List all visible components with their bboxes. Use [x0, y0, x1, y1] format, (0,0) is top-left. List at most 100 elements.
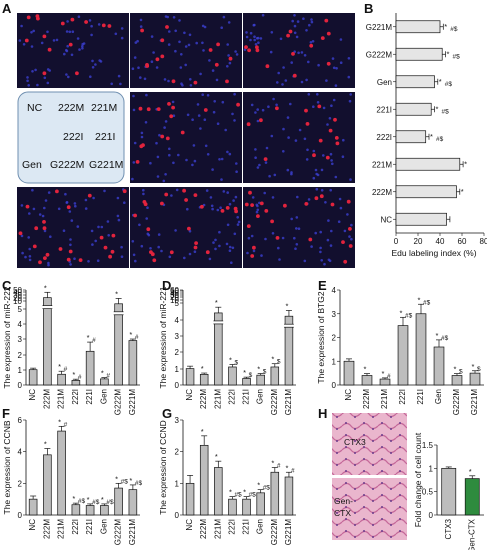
edu-dot [68, 249, 73, 254]
edu-dot [304, 108, 308, 113]
nucleus-dot [90, 33, 93, 37]
nucleus-dot [261, 108, 265, 112]
nucleus-dot [164, 120, 168, 123]
nucleus-dot [152, 51, 155, 54]
nucleus-dot [77, 15, 81, 18]
y-tick-label: 1 [332, 357, 337, 366]
nucleus-dot [28, 212, 31, 215]
nucleus-dot [252, 23, 256, 27]
edu-dot [42, 71, 47, 76]
nucleus-dot [70, 53, 74, 57]
significance-marks: #$ [450, 26, 458, 33]
edu-dot [140, 28, 145, 33]
nucleus-dot [168, 153, 171, 157]
edu-dot [58, 247, 63, 251]
category-label: NC [185, 519, 194, 531]
y-tick-label: 50 [13, 286, 22, 295]
nucleus-dot [212, 241, 215, 244]
nucleus-dot [310, 245, 313, 248]
nucleus-dot [34, 68, 37, 72]
y-tick-label: 4 [18, 448, 23, 457]
nucleus-dot [346, 213, 349, 216]
nucleus-dot [100, 225, 104, 229]
category-label: Gen [256, 389, 265, 404]
nucleus-dot [213, 100, 216, 103]
nucleus-dot [250, 234, 254, 238]
category-label: Gen [377, 78, 392, 87]
key-222i: 222I [63, 131, 83, 143]
nucleus-dot [215, 78, 219, 82]
nucleus-dot [319, 250, 322, 254]
histology-label-ctx3: CTX3 [344, 437, 366, 447]
nucleus-dot [22, 43, 26, 46]
nucleus-dot [27, 84, 31, 87]
nucleus-dot [231, 112, 234, 116]
edu-dot [66, 205, 71, 210]
nucleus-dot [199, 127, 202, 130]
nucleus-dot [163, 78, 167, 81]
nucleus-dot [133, 141, 137, 145]
nucleus-dot [183, 31, 186, 35]
y-tick-label: 20 [13, 294, 22, 303]
significance-star: * [469, 467, 472, 476]
nucleus-dot [226, 65, 229, 68]
category-label: G221M [128, 519, 137, 546]
edu-dot [292, 73, 297, 78]
nucleus-dot [307, 198, 311, 201]
bar [379, 378, 391, 386]
nucleus-dot [62, 229, 66, 232]
significance-star: * [72, 494, 75, 503]
category-label: 221M [57, 519, 66, 539]
category-label: Gen [99, 519, 108, 534]
nucleus-dot [216, 122, 220, 125]
nucleus-dot [314, 168, 318, 172]
nucleus-dot [343, 229, 347, 233]
edu-dot [256, 214, 260, 219]
significance-star: * [257, 365, 260, 374]
nucleus-dot [308, 23, 311, 27]
bar [451, 375, 463, 386]
edu-dot [259, 201, 264, 206]
nucleus-dot [270, 31, 274, 34]
axis-break-gap [113, 311, 124, 315]
bar [128, 340, 138, 386]
y-tick-label: 0 [18, 381, 23, 390]
nucleus-dot [253, 35, 256, 38]
nucleus-dot [320, 189, 324, 192]
nucleus-dot [146, 206, 149, 209]
significance-marks: #$ [442, 108, 450, 115]
nucleus-dot [221, 100, 225, 104]
nucleus-dot [305, 29, 308, 32]
edu-dot [314, 196, 319, 201]
significance-star: * [271, 459, 274, 468]
nucleus-dot [271, 196, 275, 199]
edu-dot [18, 231, 23, 236]
nucleus-dot [179, 66, 183, 69]
nucleus-dot [168, 30, 171, 33]
edu-dot [68, 42, 73, 47]
edu-dot [348, 244, 353, 248]
bar [395, 185, 457, 199]
edu-dot [208, 48, 213, 52]
bar [397, 325, 409, 386]
edu-dot [259, 118, 263, 123]
edu-dot [78, 258, 83, 262]
nucleus-dot [325, 79, 328, 82]
nucleus-dot [323, 262, 326, 266]
nucleus-dot [277, 246, 280, 250]
y-tick-label: 6 [18, 416, 23, 425]
edu-dot [184, 198, 189, 202]
edu-dot [200, 204, 204, 209]
nucleus-dot [296, 20, 300, 23]
x-tick-label: 80 [480, 237, 487, 246]
y-axis-label: The expression of CCND [158, 420, 168, 514]
bar [395, 102, 432, 116]
nucleus-dot [174, 29, 177, 33]
nucleus-dot [144, 121, 148, 124]
nucleus-dot [140, 244, 144, 248]
nucleus-dot [295, 216, 299, 219]
nucleus-dot [81, 47, 84, 50]
significance-marks: # [387, 373, 391, 380]
significance-star: * [87, 333, 90, 342]
nucleus-dot [74, 204, 77, 208]
